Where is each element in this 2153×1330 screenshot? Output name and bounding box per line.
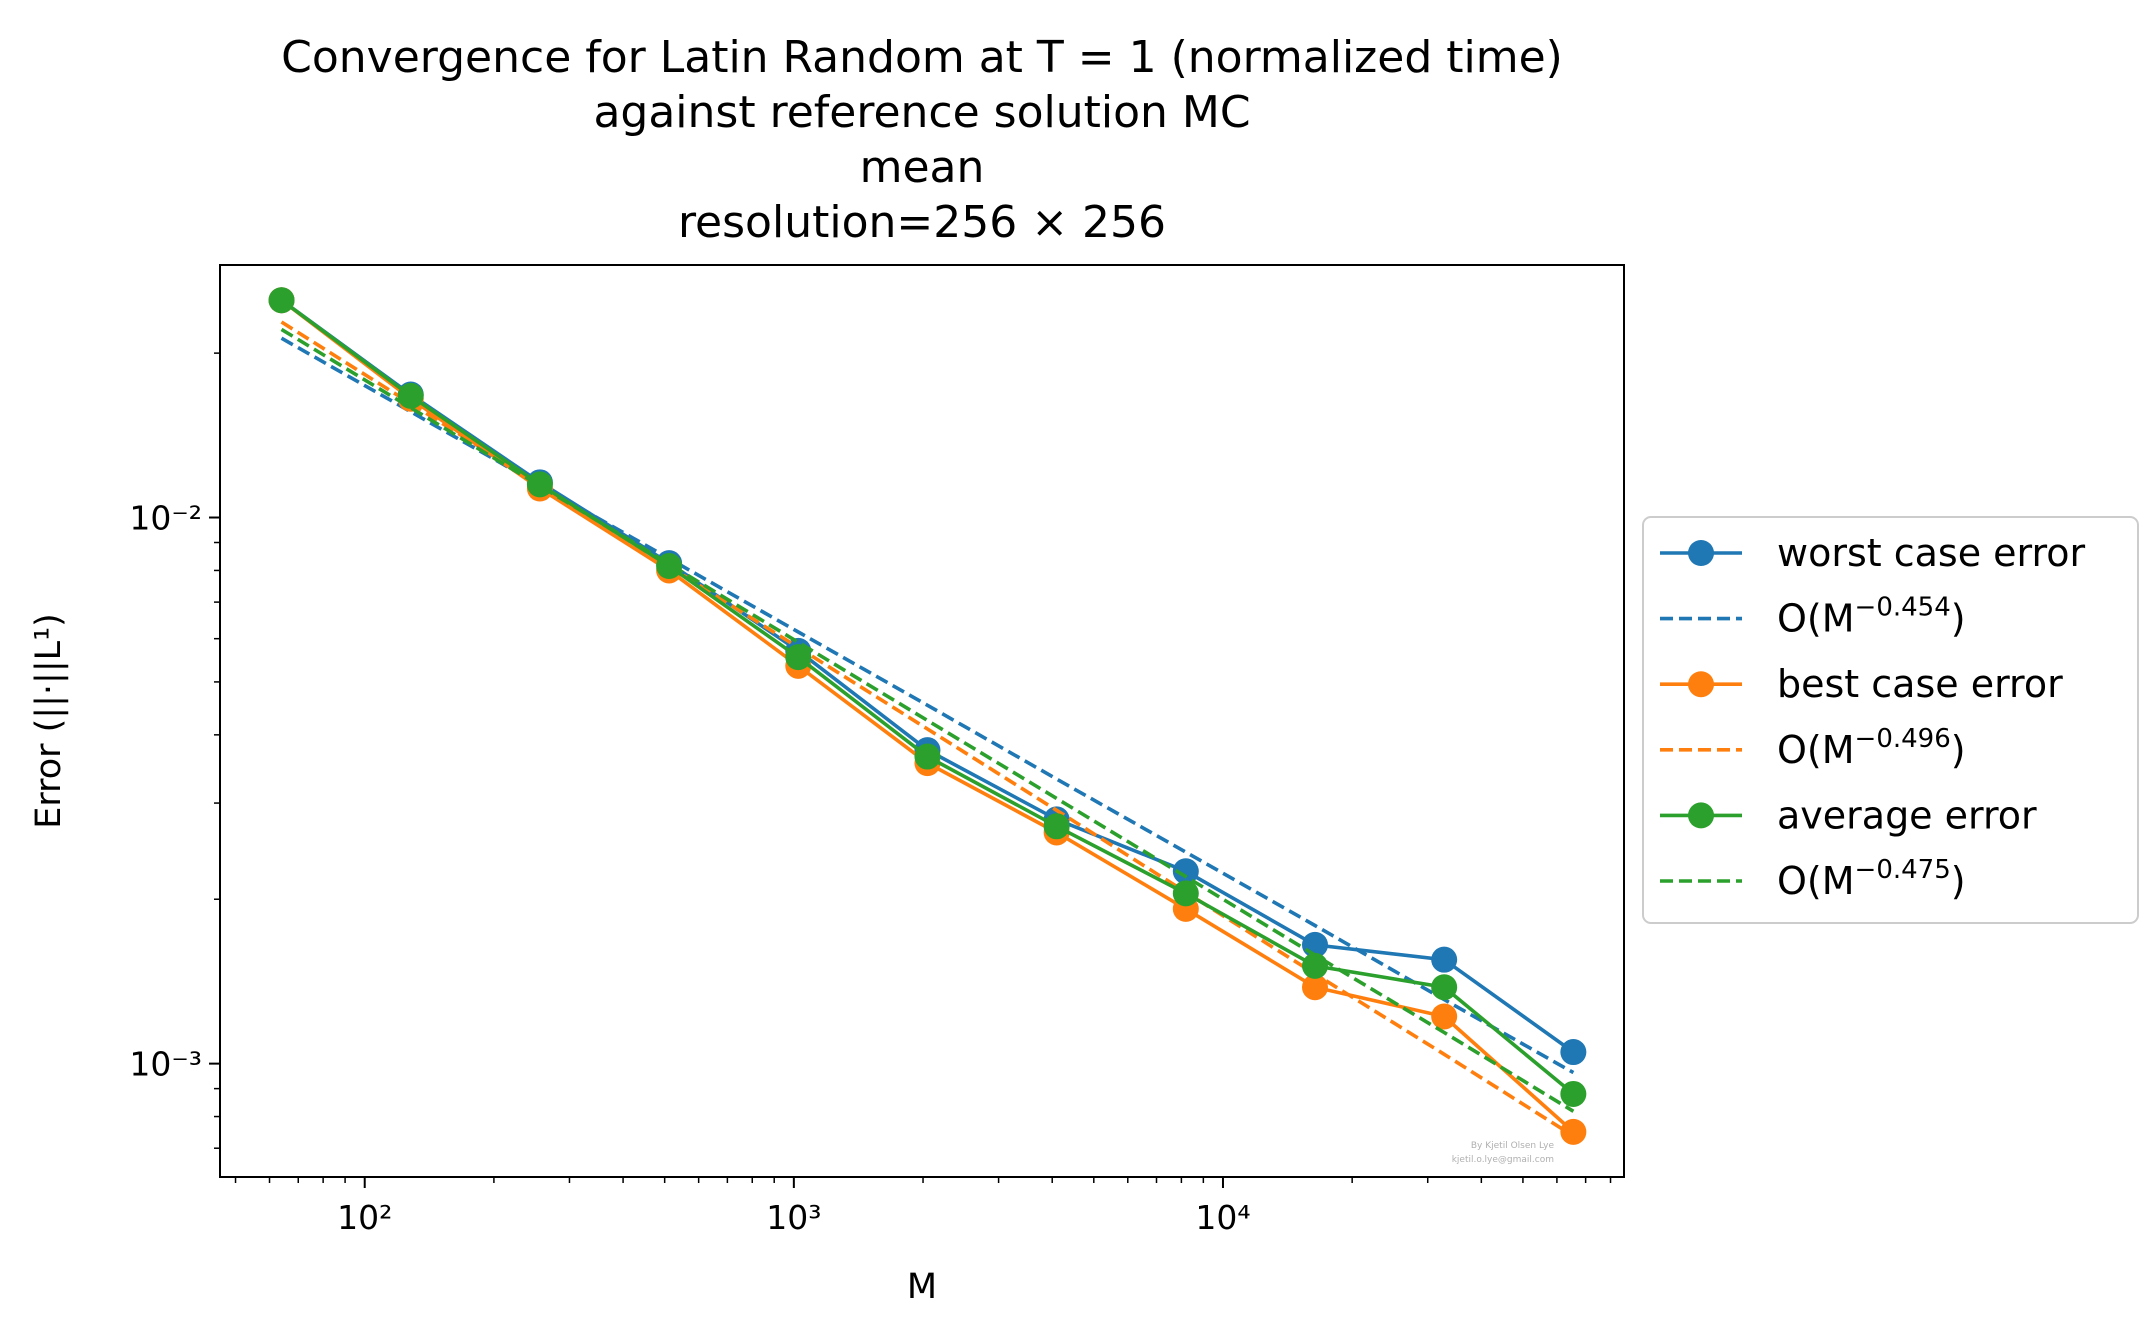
data-point [914, 743, 941, 770]
x-tick-label: 10² [337, 1198, 392, 1237]
data-point [1560, 1080, 1587, 1107]
legend-box [1642, 516, 2139, 924]
legend-label: average error [1777, 793, 2037, 837]
series-1 [280, 336, 1575, 1075]
series-layer [268, 287, 1587, 1145]
legend-entry: O(M−0.475) [1660, 855, 1966, 903]
y-tick-label: 10⁻³ [129, 1045, 202, 1084]
series-2 [268, 287, 1587, 1145]
watermark-line-1: By Kjetil Olsen Lye [1471, 1141, 1555, 1151]
data-point [1043, 813, 1070, 840]
legend-swatch-marker [1688, 671, 1714, 698]
plot-area [219, 264, 1625, 1178]
data-point [1560, 1039, 1587, 1066]
series-line [280, 298, 1575, 1054]
legend-entry: worst case error [1660, 531, 2086, 575]
series-5 [280, 327, 1575, 1113]
data-point [1301, 974, 1328, 1001]
legend-label: O(M−0.454) [1777, 593, 1966, 641]
series-3 [280, 320, 1575, 1138]
legend: worst case error O(M−0.454) best case erro… [1642, 516, 2139, 924]
data-point [397, 382, 424, 409]
watermark-line-2: kjetil.o.lye@gmail.com [1452, 1155, 1554, 1165]
data-point [1560, 1118, 1587, 1145]
data-point [1431, 974, 1458, 1001]
legend-swatch-marker [1688, 802, 1714, 829]
data-point [526, 471, 553, 498]
series-line [280, 298, 1575, 1096]
legend-entry: O(M−0.496) [1660, 724, 1966, 772]
data-point [1172, 858, 1199, 885]
series-4 [268, 287, 1587, 1107]
y-axis-label: Error (||·||L¹) [29, 613, 69, 829]
legend-entry: average error [1660, 793, 2037, 837]
data-point [785, 644, 812, 671]
legend-label: O(M−0.496) [1777, 724, 1966, 772]
title-line-1: Convergence for Latin Random at T = 1 (n… [281, 32, 1563, 83]
data-point [1431, 946, 1458, 973]
title-line-4: resolution=256 × 256 [678, 197, 1166, 248]
legend-entry: best case error [1660, 662, 2063, 706]
x-tick-label: 10⁴ [1195, 1198, 1250, 1237]
legend-label: best case error [1777, 662, 2063, 706]
y-tick-label: 10⁻² [129, 499, 202, 538]
chart-title: Convergence for Latin Random at T = 1 (n… [281, 32, 1563, 248]
data-point [1301, 952, 1328, 979]
legend-label: worst case error [1777, 531, 2086, 575]
series-0 [268, 287, 1587, 1066]
legend-label: O(M−0.475) [1777, 855, 1966, 903]
series-line [280, 298, 1575, 1134]
x-axis-label: M [907, 1267, 937, 1307]
data-point [268, 287, 295, 314]
series-line-dashed [280, 327, 1575, 1113]
legend-entry: O(M−0.454) [1660, 593, 1966, 641]
title-line-3: mean [860, 142, 985, 193]
data-point [1431, 1003, 1458, 1030]
series-line-dashed [280, 336, 1575, 1075]
series-line-dashed [280, 320, 1575, 1138]
legend-swatch-marker [1688, 540, 1714, 566]
x-axis: 10² 10³ 10⁴ [234, 1177, 1612, 1237]
title-line-2: against reference solution MC [593, 87, 1250, 138]
data-point [1172, 880, 1199, 907]
x-tick-label: 10³ [766, 1198, 821, 1237]
watermark: By Kjetil Olsen Lye kjetil.o.lye@gmail.c… [1452, 1141, 1555, 1165]
y-axis: 10⁻² 10⁻³ [129, 352, 220, 1149]
